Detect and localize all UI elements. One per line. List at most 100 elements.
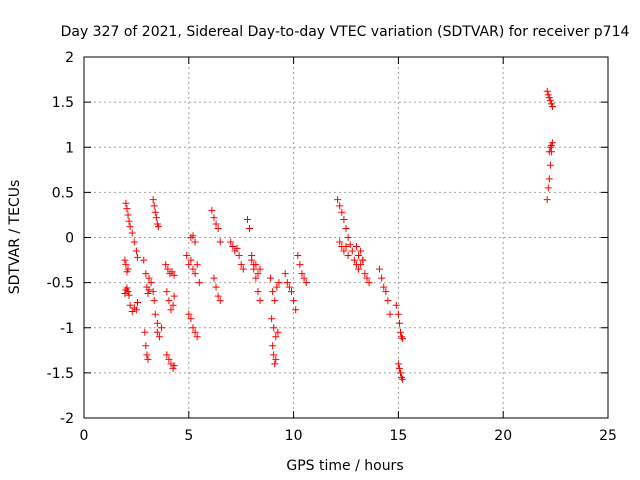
data-point: [158, 324, 166, 332]
x-tick-label: 20: [494, 428, 512, 444]
y-tick-label: 2: [65, 50, 74, 66]
data-point: [248, 256, 256, 264]
data-point: [191, 328, 199, 336]
y-tick-label: 1.5: [52, 95, 74, 111]
data-point: [546, 143, 554, 151]
data-point: [334, 196, 342, 204]
data-point: [267, 274, 275, 282]
data-point: [275, 279, 283, 287]
data-point: [546, 161, 554, 169]
data-point: [256, 297, 264, 305]
data-point: [355, 252, 363, 260]
data-point: [281, 270, 289, 278]
data-point: [147, 279, 155, 287]
data-point: [269, 288, 277, 296]
data-point: [545, 148, 553, 156]
data-point: [227, 238, 235, 246]
data-point: [246, 224, 254, 232]
data-point: [193, 261, 201, 269]
y-tick-labels: -2 -1.5 -1 -0.5 0 0.5 1 1.5 2: [47, 50, 74, 427]
data-point: [132, 306, 140, 314]
data-point: [165, 355, 173, 363]
data-point: [151, 310, 159, 318]
data-point: [394, 310, 402, 318]
data-point: [144, 289, 152, 297]
x-tick-label: 5: [184, 428, 193, 444]
x-tick-labels: 0 5 10 15 20 25: [80, 428, 617, 444]
data-point: [380, 283, 388, 291]
y-tick-label: 1: [65, 140, 74, 156]
data-point: [548, 103, 556, 111]
y-tick-label: 0: [65, 231, 74, 247]
data-point: [142, 270, 150, 278]
data-point: [548, 139, 556, 147]
data-point: [164, 265, 172, 273]
data-point: [153, 328, 161, 336]
data-point: [342, 243, 350, 251]
data-point: [140, 256, 148, 264]
x-tick-label: 0: [80, 428, 89, 444]
data-point: [254, 288, 262, 296]
data-point: [128, 229, 136, 237]
data-point: [271, 360, 279, 368]
data-point: [170, 271, 178, 279]
data-point: [352, 243, 360, 251]
data-point: [141, 328, 149, 336]
data-point: [123, 205, 131, 213]
data-point: [336, 202, 344, 210]
data-point: [365, 279, 373, 287]
data-point: [193, 333, 201, 341]
data-point: [239, 265, 247, 273]
x-tick-label: 15: [389, 428, 407, 444]
data-point: [359, 256, 367, 264]
data-point: [250, 265, 258, 273]
data-point: [396, 328, 404, 336]
data-point: [361, 270, 369, 278]
data-point: [300, 274, 308, 282]
data-point: [340, 247, 348, 255]
data-point: [288, 288, 296, 296]
data-point: [363, 274, 371, 282]
data-point: [376, 265, 384, 273]
data-point: [126, 301, 134, 309]
data-point: [283, 279, 291, 287]
data-point: [212, 283, 220, 291]
data-point: [270, 324, 278, 332]
data-point: [346, 241, 354, 249]
data-point: [143, 351, 151, 359]
data-point: [273, 283, 281, 291]
data-point: [285, 283, 293, 291]
data-point: [152, 214, 160, 222]
data-point: [378, 274, 386, 282]
data-point: [298, 270, 306, 278]
data-point: [170, 362, 178, 370]
data-point: [338, 208, 346, 216]
data-point: [125, 291, 133, 299]
data-point: [357, 261, 365, 269]
grid-lines: [84, 57, 608, 418]
data-point: [130, 238, 138, 246]
data-point: [195, 279, 203, 287]
data-point: [543, 87, 551, 95]
data-point: [399, 375, 407, 383]
data-point: [216, 238, 224, 246]
axis-ticks: [83, 56, 609, 419]
data-point: [290, 297, 298, 305]
data-point: [133, 298, 141, 306]
data-point: [342, 224, 350, 232]
data-point: [168, 268, 176, 276]
data-point: [149, 288, 157, 296]
data-point: [235, 252, 243, 260]
data-point: [144, 355, 152, 363]
data-point: [151, 208, 159, 216]
data-point: [270, 351, 278, 359]
data-point: [348, 247, 356, 255]
data-point: [398, 373, 406, 381]
data-point: [145, 286, 153, 294]
data-point: [128, 308, 136, 316]
data-point: [121, 289, 129, 297]
data-points: [121, 87, 556, 383]
data-point: [150, 202, 158, 210]
data-point: [543, 196, 551, 204]
